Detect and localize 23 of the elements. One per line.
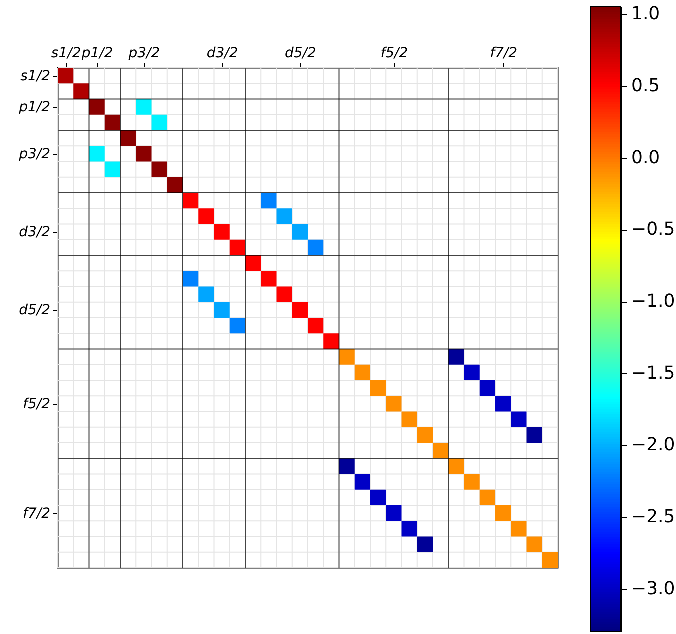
color-bar-label: −2.5: [632, 506, 676, 528]
y-tick-label: d3/2: [19, 224, 51, 241]
x-tick-label: p1/2: [80, 46, 114, 62]
x-tick-label: d5/2: [284, 46, 316, 62]
x-tick-label: d3/2: [206, 46, 238, 62]
color-bar-label: −1.0: [632, 291, 676, 312]
x-tick-label: f5/2: [380, 46, 408, 62]
x-tick-label: f7/2: [490, 46, 518, 62]
color-bar-label: −0.5: [632, 219, 676, 240]
color-bar-label: −1.5: [632, 362, 676, 384]
color-bar-label: 0.5: [632, 76, 660, 97]
y-tick-label: p1/2: [18, 100, 51, 116]
y-tick-label: p3/2: [18, 146, 51, 162]
color-bar-label: −2.0: [632, 434, 676, 456]
y-tick-label: d5/2: [19, 302, 51, 319]
y-tick-label: f5/2: [23, 396, 51, 412]
x-tick-label: p3/2: [128, 46, 160, 62]
y-tick-label: f7/2: [23, 506, 51, 522]
color-bar-label: 0.0: [632, 147, 660, 168]
x-tick-label: s1/2: [51, 46, 82, 62]
color-bar-label: −3.0: [632, 578, 676, 600]
y-tick-label: s1/2: [20, 68, 51, 84]
color-bar-label: 1.0: [632, 4, 660, 25]
